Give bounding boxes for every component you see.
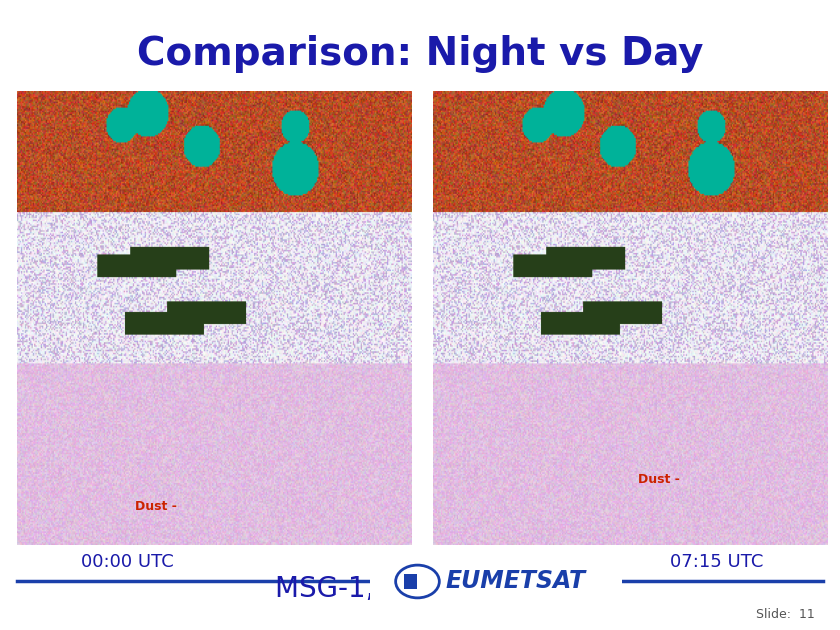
Text: Dust -: Dust - bbox=[135, 500, 177, 513]
Text: EUMETSAT: EUMETSAT bbox=[445, 570, 585, 593]
Text: MSG-1, 10 May 2007: MSG-1, 10 May 2007 bbox=[276, 575, 564, 603]
Text: Comparison: Night vs Day: Comparison: Night vs Day bbox=[137, 35, 703, 72]
Text: 07:15 UTC: 07:15 UTC bbox=[670, 553, 764, 571]
Text: Slide:  11: Slide: 11 bbox=[756, 607, 815, 621]
FancyBboxPatch shape bbox=[370, 553, 622, 610]
Text: 00:00 UTC: 00:00 UTC bbox=[81, 553, 174, 571]
Text: Dust -: Dust - bbox=[638, 473, 680, 486]
FancyBboxPatch shape bbox=[404, 574, 417, 589]
